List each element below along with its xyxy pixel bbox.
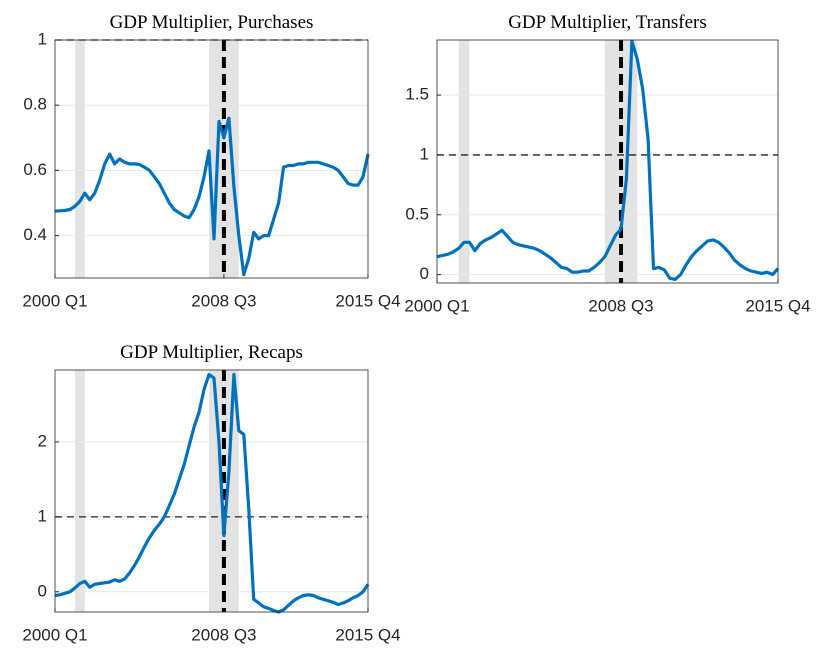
axes-box <box>54 369 369 613</box>
y-tick-label: 0 <box>38 581 47 600</box>
y-tick-label: 1.5 <box>405 85 429 104</box>
x-tick-label: 2015 Q4 <box>335 291 400 310</box>
x-tick-label: 2000 Q1 <box>22 625 87 644</box>
y-tick-label: 0.5 <box>405 204 429 223</box>
panel: 0.4 0.6 0.8 1 2000 Q1 2008 Q3 2015 Q4 GDP Multi… <box>22 12 400 310</box>
x-tick-label: 2008 Q3 <box>588 296 653 315</box>
shaded-period <box>74 40 85 278</box>
chart-title: GDP Multiplier, Transfers <box>508 12 707 33</box>
chart-title: GDP Multiplier, Recaps <box>120 342 303 363</box>
x-tick-label: 2008 Q3 <box>191 625 256 644</box>
panel: 0 1 2 2000 Q1 2008 Q3 2015 Q4 GDP Multiplier, … <box>22 342 400 644</box>
x-tick-label: 2008 Q3 <box>191 291 256 310</box>
x-tick-label: 2015 Q4 <box>745 296 810 315</box>
shaded-period <box>74 370 85 612</box>
x-tick-label: 2000 Q1 <box>404 296 469 315</box>
axes-box <box>436 39 779 284</box>
x-tick-label: 2000 Q1 <box>22 291 87 310</box>
y-tick-label: 0 <box>420 264 429 283</box>
data-line <box>54 116 370 277</box>
y-tick-label: 0.6 <box>23 160 47 179</box>
y-tick-label: 1 <box>420 144 429 163</box>
panel: 0 0.5 1 1.5 2000 Q1 2008 Q3 2015 Q4 GDP Multipl… <box>404 12 810 315</box>
axes-box <box>54 39 369 279</box>
data-line <box>436 39 780 281</box>
y-tick-label: 1 <box>38 29 47 48</box>
y-tick-label: 0.8 <box>23 95 47 114</box>
data-line <box>54 372 370 614</box>
chart-title: GDP Multiplier, Purchases <box>110 12 314 33</box>
y-tick-label: 0.4 <box>23 225 47 244</box>
y-tick-label: 2 <box>38 431 47 450</box>
y-tick-label: 1 <box>38 506 47 525</box>
shaded-period <box>458 40 470 283</box>
x-tick-label: 2015 Q4 <box>335 625 400 644</box>
